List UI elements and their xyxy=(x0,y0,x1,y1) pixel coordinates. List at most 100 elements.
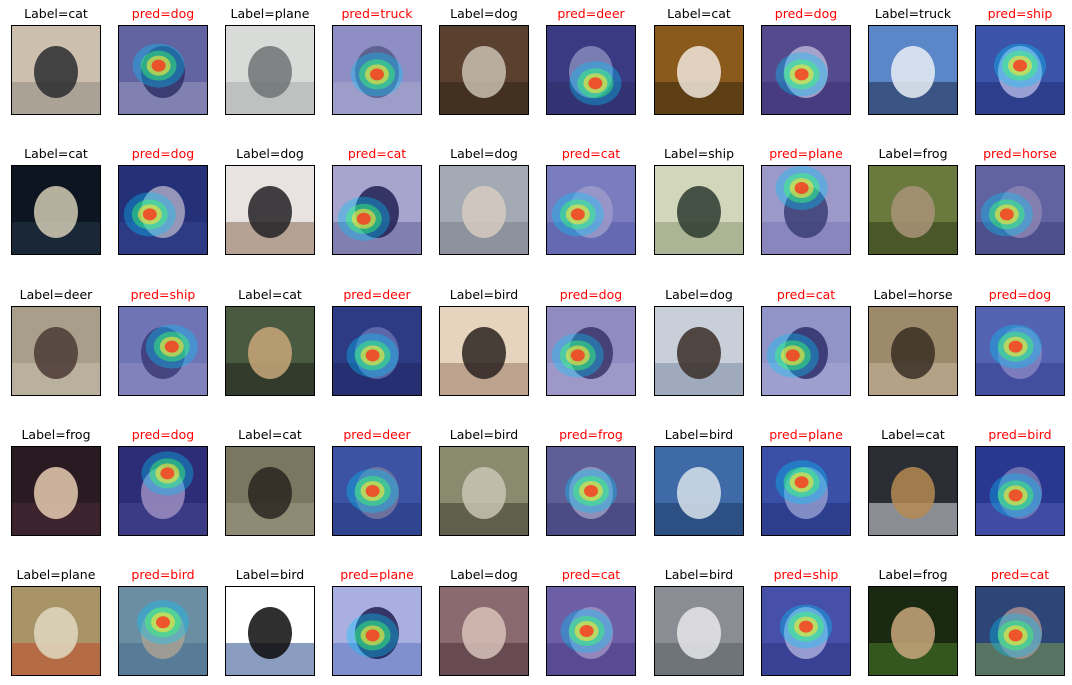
prediction-caption: pred=dog xyxy=(131,427,195,442)
label-caption: Label=bird xyxy=(664,427,734,442)
prediction-caption: pred=plane xyxy=(340,567,414,582)
image-subject xyxy=(462,607,506,659)
sample-image xyxy=(11,306,101,396)
heatmap-tint xyxy=(547,307,635,395)
prediction-caption: pred=cat xyxy=(561,146,621,161)
heatmap-hot xyxy=(1013,59,1027,72)
heatmap-image xyxy=(118,306,208,396)
heatmap-image xyxy=(761,165,851,255)
thumbnail-svg xyxy=(333,26,421,114)
thumbnail-svg xyxy=(119,587,207,675)
label-caption: Label=dog xyxy=(665,287,733,302)
thumbnail-svg xyxy=(440,447,528,535)
thumbnail-svg xyxy=(655,166,743,254)
thumbnail-svg xyxy=(976,166,1064,254)
prediction-panel: pred=truck xyxy=(332,4,422,115)
label-caption: Label=cat xyxy=(667,6,731,21)
label-caption: Label=horse xyxy=(873,287,953,302)
heatmap-image xyxy=(332,306,422,396)
prediction-caption: pred=cat xyxy=(990,567,1050,582)
thumbnail-svg xyxy=(119,447,207,535)
label-caption: Label=frog xyxy=(21,427,91,442)
thumbnail-svg xyxy=(547,26,635,114)
sample-image xyxy=(439,306,529,396)
label-panel: Label=cat xyxy=(225,425,315,536)
heatmap-image xyxy=(332,165,422,255)
thumbnail-svg xyxy=(12,307,100,395)
heatmap-image xyxy=(332,586,422,676)
image-subject xyxy=(891,186,935,238)
prediction-panel: pred=cat xyxy=(546,144,636,255)
prediction-caption: pred=dog xyxy=(988,287,1052,302)
prediction-panel: pred=ship xyxy=(761,565,851,676)
prediction-panel: pred=ship xyxy=(118,285,208,396)
prediction-caption: pred=ship xyxy=(130,287,196,302)
heatmap-hot xyxy=(356,212,371,225)
sample-image xyxy=(11,165,101,255)
label-panel: Label=dog xyxy=(654,285,744,396)
thumbnail-svg xyxy=(440,307,528,395)
heatmap-image xyxy=(546,165,636,255)
sample-image xyxy=(654,306,744,396)
prediction-caption: pred=dog xyxy=(559,287,623,302)
label-caption: Label=bird xyxy=(235,567,305,582)
heatmap-hot xyxy=(164,340,179,353)
prediction-caption: pred=plane xyxy=(769,427,843,442)
heatmap-hot xyxy=(999,208,1014,221)
prediction-panel: pred=dog xyxy=(546,285,636,396)
heatmap-hot xyxy=(160,467,175,480)
label-caption: Label=bird xyxy=(449,287,519,302)
sample-image xyxy=(654,586,744,676)
label-panel: Label=frog xyxy=(868,565,958,676)
image-subject xyxy=(248,607,292,659)
sample-image xyxy=(11,25,101,115)
heatmap-hot xyxy=(579,625,594,637)
sample-image xyxy=(868,25,958,115)
thumbnail-svg xyxy=(119,166,207,254)
thumbnail-svg xyxy=(655,587,743,675)
label-panel: Label=plane xyxy=(225,4,315,115)
sample-image xyxy=(868,306,958,396)
heatmap-image xyxy=(546,586,636,676)
sample-image xyxy=(654,25,744,115)
label-panel: Label=frog xyxy=(11,425,101,536)
sample-image xyxy=(11,446,101,536)
label-panel: Label=bird xyxy=(225,565,315,676)
prediction-panel: pred=cat xyxy=(761,285,851,396)
sample-image xyxy=(439,25,529,115)
prediction-panel: pred=cat xyxy=(546,565,636,676)
heatmap-image xyxy=(118,446,208,536)
label-caption: Label=cat xyxy=(238,427,302,442)
heatmap-image xyxy=(546,25,636,115)
heatmap-tint xyxy=(333,166,421,254)
prediction-caption: pred=dog xyxy=(774,6,838,21)
image-subject xyxy=(677,327,721,379)
image-subject xyxy=(677,607,721,659)
thumbnail-svg xyxy=(333,166,421,254)
heatmap-tint xyxy=(547,166,635,254)
label-caption: Label=dog xyxy=(450,567,518,582)
thumbnail-svg xyxy=(655,26,743,114)
thumbnail-svg xyxy=(226,26,314,114)
heatmap-hot xyxy=(365,629,380,642)
thumbnail-svg xyxy=(12,166,100,254)
thumbnail-svg xyxy=(333,447,421,535)
heatmap-hot xyxy=(1008,629,1023,642)
prediction-caption: pred=bird xyxy=(988,427,1052,442)
sample-image xyxy=(225,586,315,676)
heatmap-image xyxy=(332,446,422,536)
thumbnail-svg xyxy=(12,587,100,675)
prediction-panel: pred=bird xyxy=(118,565,208,676)
heatmap-hot xyxy=(1008,340,1023,353)
label-panel: Label=deer xyxy=(11,285,101,396)
prediction-panel: pred=plane xyxy=(761,425,851,536)
sample-image xyxy=(868,446,958,536)
image-subject xyxy=(462,467,506,519)
heatmap-image xyxy=(761,25,851,115)
label-caption: Label=cat xyxy=(881,427,945,442)
image-subject xyxy=(784,186,828,238)
label-panel: Label=cat xyxy=(868,425,958,536)
label-caption: Label=cat xyxy=(238,287,302,302)
thumbnail-svg xyxy=(655,307,743,395)
prediction-panel: pred=cat xyxy=(332,144,422,255)
